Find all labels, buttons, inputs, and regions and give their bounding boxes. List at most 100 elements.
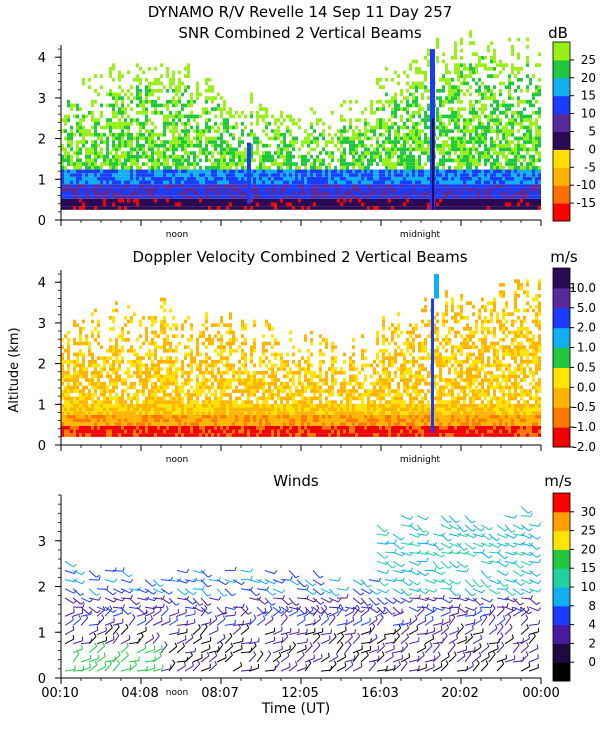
doppler-cell xyxy=(187,378,190,382)
snr-cell xyxy=(70,132,73,137)
snr-cell xyxy=(160,74,163,78)
snr-cell xyxy=(409,118,412,122)
snr-cell xyxy=(409,132,412,137)
doppler-cell xyxy=(112,422,115,426)
snr-cell xyxy=(109,158,112,163)
snr-cell xyxy=(277,180,280,185)
snr-cell xyxy=(391,110,394,115)
snr-cell xyxy=(442,176,445,181)
snr-cell xyxy=(184,136,187,141)
snr-cell xyxy=(469,176,472,181)
snr-cell xyxy=(469,165,472,170)
doppler-cell xyxy=(121,429,124,434)
snr-cell xyxy=(334,173,337,177)
snr-cell xyxy=(493,158,496,163)
snr-cell xyxy=(76,121,79,126)
snr-cell xyxy=(517,140,520,144)
snr-cell xyxy=(427,96,430,100)
snr-cell xyxy=(187,202,190,207)
doppler-cell xyxy=(103,381,106,386)
snr-cell xyxy=(277,162,280,166)
snr-cell xyxy=(502,125,505,130)
snr-cell xyxy=(175,88,178,93)
snr-cell xyxy=(445,180,448,185)
doppler-cell xyxy=(67,433,70,437)
doppler-cell xyxy=(187,422,190,426)
doppler-cell xyxy=(148,407,151,412)
snr-cell xyxy=(142,184,145,188)
snr-cell xyxy=(478,158,481,163)
snr-cell xyxy=(370,173,373,177)
snr-cell xyxy=(454,147,457,152)
snr-cell xyxy=(151,165,154,170)
snr-cell xyxy=(289,191,292,196)
snr-cell xyxy=(85,187,88,192)
snr-cell xyxy=(169,173,172,177)
snr-cell xyxy=(112,121,115,126)
snr-cell xyxy=(208,88,211,93)
snr-cell xyxy=(397,103,400,108)
snr-cell xyxy=(349,173,352,177)
snr-cell xyxy=(421,184,424,188)
snr-cell xyxy=(106,176,109,181)
snr-cell xyxy=(124,154,127,159)
snr-cell xyxy=(151,81,154,86)
snr-cell xyxy=(460,48,463,53)
snr-cell xyxy=(187,206,190,210)
doppler-cell xyxy=(61,418,64,423)
snr-cell xyxy=(262,151,265,155)
snr-cell xyxy=(484,88,487,93)
snr-cell xyxy=(127,187,130,192)
snr-cell xyxy=(427,195,430,199)
doppler-cell xyxy=(73,396,76,401)
snr-cell xyxy=(259,165,262,170)
snr-cell xyxy=(361,140,364,144)
snr-cell xyxy=(373,132,376,137)
snr-cell xyxy=(190,125,193,130)
snr-cell xyxy=(130,147,133,152)
doppler-cell xyxy=(136,363,139,368)
snr-cell xyxy=(124,202,127,207)
snr-cell xyxy=(532,121,535,126)
snr-cell xyxy=(526,125,529,130)
doppler-cell xyxy=(76,433,79,437)
snr-cell xyxy=(355,151,358,155)
doppler-cell xyxy=(103,422,106,426)
snr-cell xyxy=(172,88,175,93)
snr-cell xyxy=(322,184,325,188)
doppler-cell xyxy=(157,378,160,382)
snr-cell xyxy=(484,140,487,144)
snr-cell xyxy=(178,96,181,100)
snr-cell xyxy=(133,158,136,163)
doppler-cell xyxy=(139,381,142,386)
snr-cell xyxy=(274,195,277,199)
snr-cell xyxy=(73,202,76,207)
snr-cell xyxy=(361,191,364,196)
doppler-cell xyxy=(139,425,142,430)
snr-cell xyxy=(178,136,181,141)
snr-cell xyxy=(67,187,70,192)
snr-cell xyxy=(505,125,508,130)
snr-cell xyxy=(454,45,457,49)
snr-cell xyxy=(427,136,430,141)
snr-cell xyxy=(130,176,133,181)
snr-cell xyxy=(445,202,448,207)
doppler-cell xyxy=(82,374,85,379)
doppler-cell xyxy=(187,315,190,320)
snr-cell xyxy=(406,191,409,196)
snr-cell xyxy=(343,198,346,203)
snr-cell xyxy=(367,198,370,203)
doppler-cell xyxy=(151,381,154,386)
snr-cell xyxy=(340,140,343,144)
doppler-cell xyxy=(148,315,151,320)
snr-cell xyxy=(205,99,208,104)
snr-cell xyxy=(508,129,511,133)
snr-cell xyxy=(328,165,331,170)
snr-cell xyxy=(298,202,301,207)
snr-cell xyxy=(526,99,529,104)
snr-cell xyxy=(412,114,415,119)
snr-cell xyxy=(493,191,496,196)
snr-cell xyxy=(133,136,136,141)
snr-cell xyxy=(172,81,175,86)
doppler-cell xyxy=(106,359,109,364)
